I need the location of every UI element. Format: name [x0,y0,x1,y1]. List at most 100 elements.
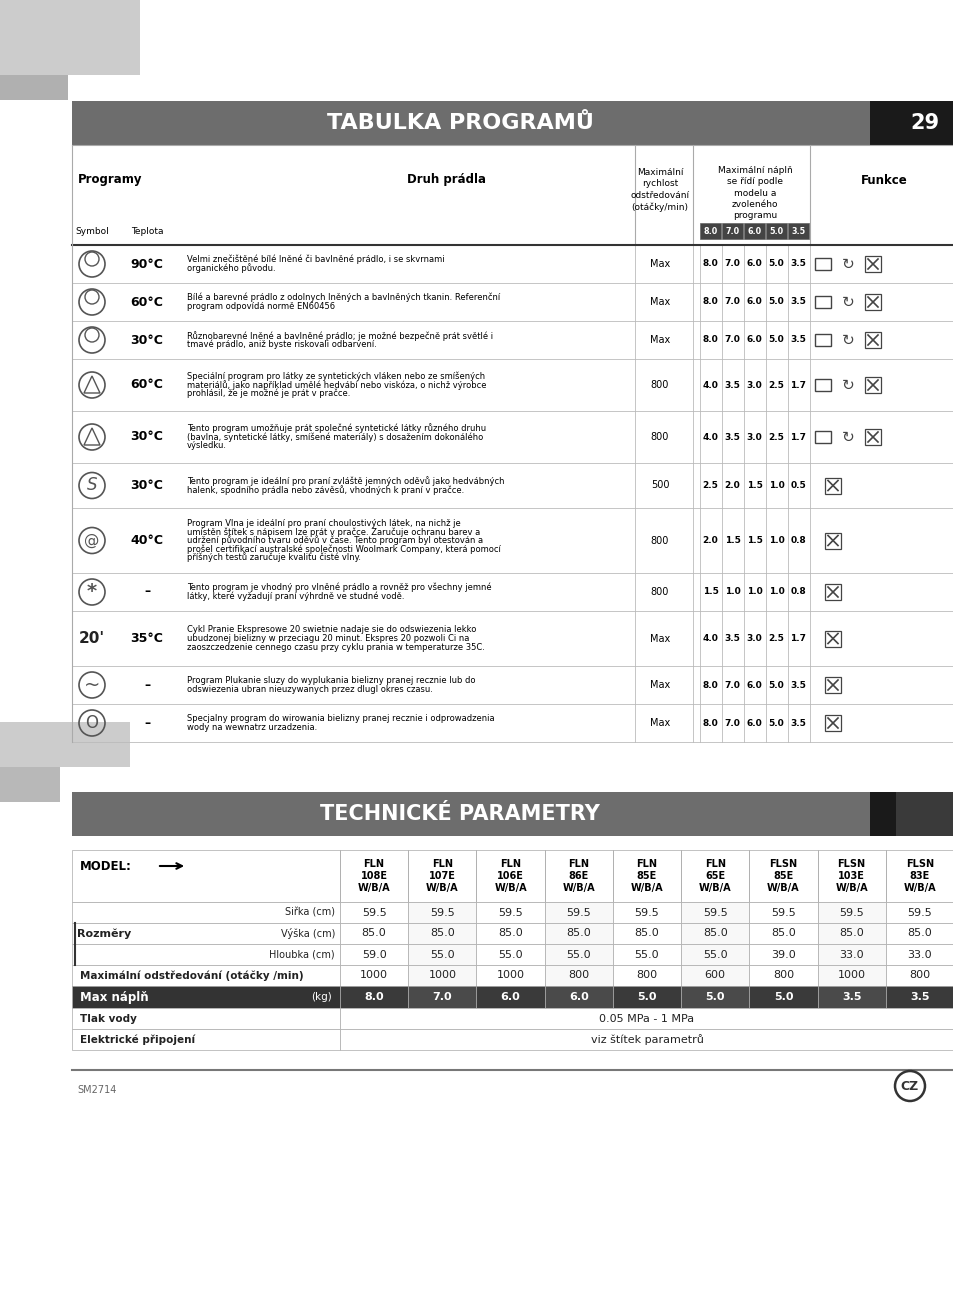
Bar [817,850,884,902]
Bar [817,902,884,923]
Bar [339,902,408,923]
Text: 59.5: 59.5 [839,907,863,917]
Text: 85.0: 85.0 [839,928,863,938]
Text: Program Plukanie sluzy do wyplukania bielizny pranej recznie lub do: Program Plukanie sluzy do wyplukania bie… [187,676,475,685]
Text: 30°C: 30°C [131,479,163,492]
Text: 33.0: 33.0 [906,950,931,959]
Text: 59.5: 59.5 [702,907,727,917]
Bar [765,223,786,239]
Text: Rozměry: Rozměry [77,928,132,938]
Text: Maximální odstředování (otáčky /min): Maximální odstředování (otáčky /min) [80,970,303,981]
Bar [71,850,339,902]
Text: 1.0: 1.0 [768,587,783,596]
Bar [71,944,339,964]
Text: 55.0: 55.0 [566,950,591,959]
Bar [884,944,953,964]
Text: 3.5: 3.5 [790,335,805,345]
Bar [71,1007,339,1030]
Text: 800: 800 [636,971,657,980]
Text: 6.0: 6.0 [746,298,761,307]
Text: Max: Max [649,258,669,269]
Text: 0.8: 0.8 [790,587,805,596]
Text: Velmi znečištěné bílé lněné či bavlněné prádlo, i se skvrnami: Velmi znečištěné bílé lněné či bavlněné … [187,254,444,265]
Text: 8.0: 8.0 [702,260,718,269]
Bar [864,256,880,271]
Text: Maximální
rychlost
odstředování
(otáčky/min): Maximální rychlost odstředování (otáčky/… [630,168,689,211]
Text: 30°C: 30°C [131,334,163,347]
Text: 6.0: 6.0 [746,719,761,727]
Bar [814,334,830,346]
Bar [0,722,130,767]
Text: umístěn štítek s nápisem lze prát v pračce. Zaručuje ochranu barev a: umístěn štítek s nápisem lze prát v prač… [187,527,479,536]
Text: Max: Max [649,298,669,307]
Text: látky, které vyžadují praní výhrdně ve studné vodě.: látky, které vyžadují praní výhrdně ve s… [187,591,404,602]
Text: 8.0: 8.0 [364,992,383,1002]
Text: 6.0: 6.0 [500,992,520,1002]
Text: 29: 29 [909,114,939,133]
Text: 2.5: 2.5 [768,381,783,389]
Text: 4.0: 4.0 [701,381,718,389]
Bar [680,944,748,964]
Text: 0.05 MPa - 1 MPa: 0.05 MPa - 1 MPa [598,1014,694,1023]
Text: 85.0: 85.0 [497,928,522,938]
Text: FLN
107E
W/B/A: FLN 107E W/B/A [426,859,458,894]
Text: 85.0: 85.0 [906,928,931,938]
Bar [339,987,408,1007]
Bar [612,850,680,902]
Bar [824,677,841,693]
Text: 2.5: 2.5 [701,482,718,489]
Bar [71,792,895,837]
Bar [612,923,680,944]
Text: 1.0: 1.0 [746,587,761,596]
Text: 59.5: 59.5 [770,907,795,917]
Text: 8.0: 8.0 [702,298,718,307]
Text: 5.0: 5.0 [768,298,783,307]
Text: (kg): (kg) [311,992,332,1002]
Bar [612,964,680,987]
Text: Max: Max [649,718,669,728]
Bar [721,223,742,239]
Text: 59.5: 59.5 [906,907,931,917]
Bar [408,944,476,964]
Text: (bavlna, syntetické látky, smíšené materiály) s dosažením dokonálého: (bavlna, syntetické látky, smíšené mater… [187,432,483,442]
Bar [544,850,612,902]
Text: Speciální program pro látky ze syntetických vláken nebo ze smíšených: Speciální program pro látky ze syntetick… [187,372,485,381]
Text: –: – [144,716,150,729]
Text: 7.0: 7.0 [432,992,452,1002]
Text: Maximální náplň
se řídí podle
modelu a
zvoleného
programu: Maximální náplň se řídí podle modelu a z… [717,166,792,221]
Text: FLSN
83E
W/B/A: FLSN 83E W/B/A [902,859,935,894]
Text: zaoszczedzenie cennego czasu przy cyklu prania w temperaturze 35C.: zaoszczedzenie cennego czasu przy cyklu … [187,642,484,651]
Text: 90°C: 90°C [131,257,163,270]
Bar [0,0,68,100]
Text: 3.5: 3.5 [723,381,740,389]
Text: Tento program je vhodný pro vlněné prádlo a rovněž pro všechny jemné: Tento program je vhodný pro vlněné prádl… [187,583,491,592]
Bar [814,296,830,308]
Bar [680,923,748,944]
Text: 5.0: 5.0 [769,227,782,235]
Text: Cykl Pranie Ekspresowe 20 swietnie nadaje sie do odswiezenia lekko: Cykl Pranie Ekspresowe 20 swietnie nadaj… [187,625,476,634]
Text: 55.0: 55.0 [702,950,727,959]
Text: 8.0: 8.0 [702,719,718,727]
Text: udržení původního tvaru oděvů v čase. Tento program byl otestován a: udržení původního tvaru oděvů v čase. Te… [187,535,482,545]
Text: O: O [86,714,98,732]
Bar [408,987,476,1007]
Text: 1.0: 1.0 [768,536,783,545]
Text: 3.5: 3.5 [790,680,805,689]
Text: FLN
65E
W/B/A: FLN 65E W/B/A [699,859,731,894]
Bar [544,923,612,944]
Text: 7.0: 7.0 [723,680,740,689]
Bar [787,223,808,239]
Bar [884,987,953,1007]
Text: 59.5: 59.5 [361,907,386,917]
Bar [476,923,544,944]
Text: 20': 20' [79,632,105,646]
Text: 2.0: 2.0 [724,482,740,489]
Text: ~: ~ [84,676,100,694]
Bar [814,431,830,442]
Bar [680,850,748,902]
Text: 59.5: 59.5 [566,907,591,917]
Text: 59.5: 59.5 [634,907,659,917]
Text: ↻: ↻ [841,295,854,309]
Bar [869,792,895,837]
Text: 39.0: 39.0 [770,950,795,959]
